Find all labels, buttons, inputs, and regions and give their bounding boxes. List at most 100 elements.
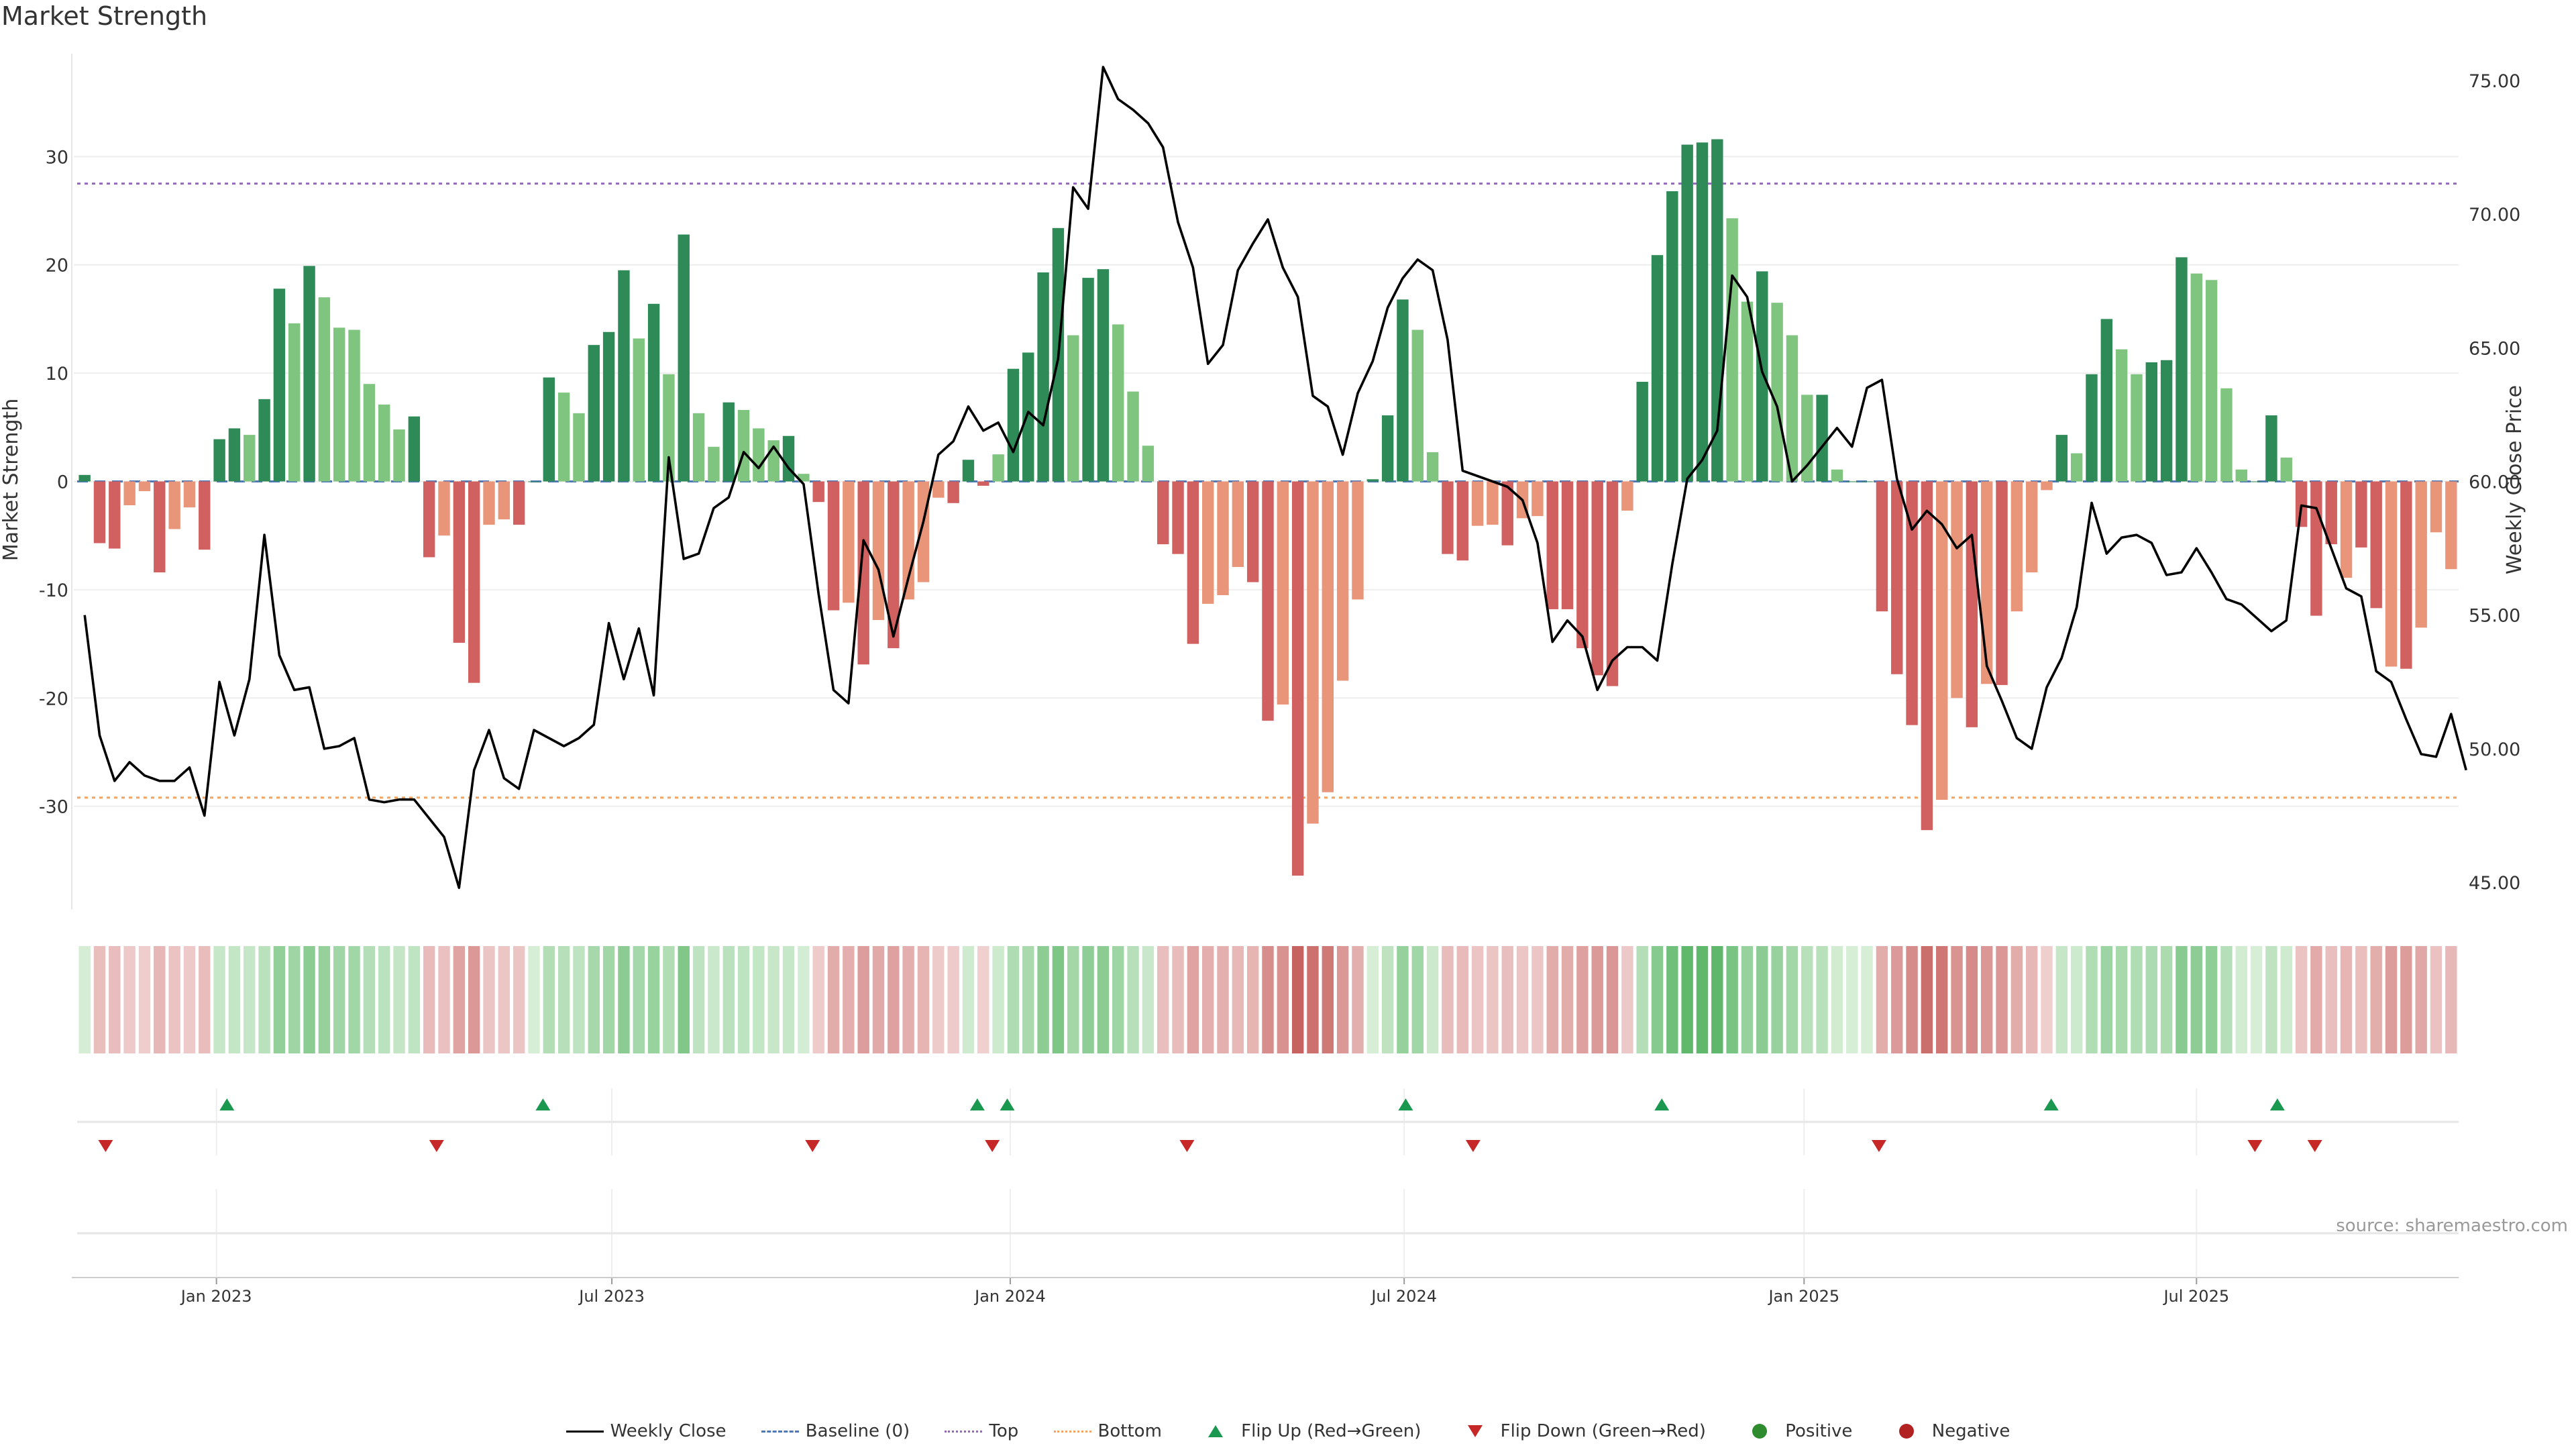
negative-bar [1471, 481, 1484, 526]
heat-cell [1097, 946, 1110, 1053]
heat-cell [1756, 946, 1768, 1053]
legend-flip-up[interactable]: Flip Up (Red→Green) [1197, 1421, 1421, 1441]
flip-up-marker [1654, 1098, 1670, 1110]
y2-tick-label: 60.00 [2469, 472, 2520, 493]
flip-markers [77, 1098, 2459, 1235]
negative-bar [1996, 481, 2008, 685]
positive-bar [722, 402, 735, 482]
negative-bar [2325, 481, 2337, 545]
strength-bars [78, 139, 2457, 876]
legend-top[interactable]: Top [945, 1421, 1018, 1441]
y2-tick-label: 55.00 [2469, 606, 2520, 627]
weekly-close-line [83, 66, 2467, 889]
heat-cell [1936, 946, 1948, 1053]
heat-cell [902, 946, 914, 1053]
positive-bar [1411, 329, 1424, 482]
negative-bar [1322, 481, 1334, 792]
negative-bar [2340, 481, 2353, 578]
legend-baseline[interactable]: Baseline (0) [761, 1421, 910, 1441]
legend-label: Weekly Close [610, 1421, 727, 1441]
positive-bar [708, 446, 720, 482]
positive-bar [2205, 280, 2218, 482]
negative-bar [1157, 481, 1169, 545]
heat-cell [573, 946, 585, 1053]
heat-cell [543, 946, 555, 1053]
heat-cell [498, 946, 511, 1053]
negative-bar [1277, 481, 1289, 705]
legend-weekly-close[interactable]: Weekly Close [566, 1421, 727, 1441]
legend-label: Bottom [1097, 1421, 1162, 1441]
legend-flip-down[interactable]: Flip Down (Green→Red) [1456, 1421, 1706, 1441]
heat-cell [2070, 946, 2083, 1053]
positive-bar [273, 289, 286, 482]
heat-cell [123, 946, 136, 1053]
heat-cell [1201, 946, 1214, 1053]
negative-bar [857, 481, 869, 665]
positive-bar [962, 460, 975, 482]
heat-cell [2310, 946, 2322, 1053]
heat-cell [1906, 946, 1918, 1053]
heat-cell [393, 946, 405, 1053]
heat-cell [154, 946, 166, 1053]
legend-label: Negative [1931, 1421, 2010, 1441]
positive-bar [678, 234, 690, 482]
negative-bar [917, 481, 930, 582]
heat-cell [348, 946, 360, 1053]
positive-bar [393, 429, 405, 482]
positive-bar [2131, 374, 2143, 482]
positive-bar [333, 327, 345, 482]
heat-cell [992, 946, 1004, 1053]
heat-cell [843, 946, 855, 1053]
heat-cell [1651, 946, 1664, 1053]
heat-cell [1816, 946, 1828, 1053]
legend-negative[interactable]: Negative [1888, 1421, 2010, 1441]
heat-cell [1052, 946, 1065, 1053]
negative-bar [168, 481, 180, 529]
legend-bottom[interactable]: Bottom [1053, 1421, 1162, 1441]
positive-bar [1097, 269, 1110, 482]
heat-cell [258, 946, 270, 1053]
flip-down-marker [2247, 1140, 2263, 1152]
flip-down-marker [1179, 1140, 1195, 1152]
heat-cell [2055, 946, 2068, 1053]
line-swatch-icon [566, 1422, 604, 1440]
dotted-swatch-icon [945, 1422, 983, 1440]
heat-cell [1606, 946, 1619, 1053]
heat-cell [753, 946, 765, 1053]
positive-bar [2235, 469, 2247, 482]
flip-down-marker [805, 1140, 820, 1152]
legend-label: Top [989, 1421, 1019, 1441]
heat-cell [244, 946, 256, 1053]
positive-bar [1726, 218, 1738, 482]
heat-cell [1291, 946, 1304, 1053]
negative-bar [977, 481, 989, 486]
negative-bar [1591, 481, 1603, 676]
positive-bar [588, 345, 600, 482]
heat-cell [1666, 946, 1678, 1053]
flip-down-marker [1465, 1140, 1481, 1152]
flip-down-marker [98, 1140, 113, 1152]
heat-cell [2430, 946, 2443, 1053]
negative-bar [1456, 481, 1468, 561]
heat-cell [408, 946, 421, 1053]
negative-bar [1921, 481, 1933, 831]
positive-bar [2190, 273, 2202, 482]
positive-bar [1741, 301, 1754, 482]
flip-up-marker [2043, 1098, 2059, 1110]
flip-up-marker [535, 1098, 551, 1110]
heat-cell [1381, 946, 1394, 1053]
heat-cell [1157, 946, 1169, 1053]
positive-bar [782, 435, 795, 482]
negative-bar [1201, 481, 1214, 604]
legend-positive[interactable]: Positive [1741, 1421, 1852, 1441]
heat-cell [1322, 946, 1334, 1053]
negative-bar [154, 481, 166, 573]
heat-cell [1397, 946, 1409, 1053]
heat-cell [618, 946, 630, 1053]
negative-bar [947, 481, 959, 503]
flip-down-marker [2307, 1140, 2322, 1152]
flip-up-marker [2269, 1098, 2285, 1110]
y2-tick-label: 50.00 [2469, 739, 2520, 760]
negative-bar [2400, 481, 2412, 669]
heat-cell [633, 946, 645, 1053]
